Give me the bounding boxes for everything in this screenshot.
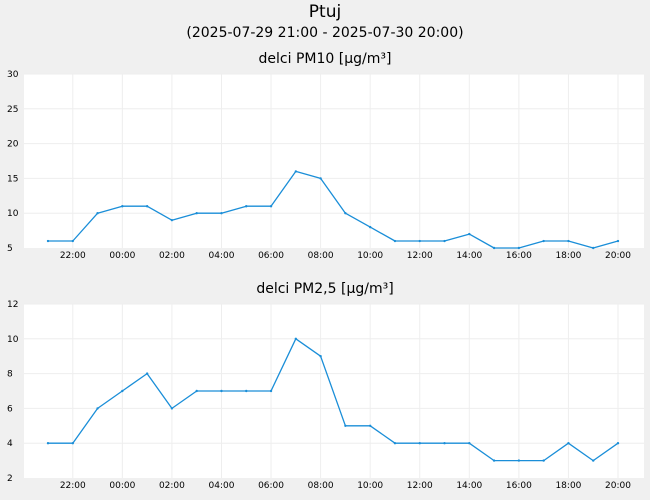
pm25-x-tick-label: 16:00: [506, 481, 532, 491]
pm25-data-point: [418, 442, 421, 445]
pm25-x-tick-label: 14:00: [456, 481, 482, 491]
pm25-data-point: [393, 442, 397, 445]
pm10-data-point: [46, 239, 50, 243]
pm10-data-point: [542, 239, 545, 243]
pm25-x-tick-label: 12:00: [407, 481, 433, 491]
pm10-chart-title: delci PM10 [µg/m³]: [258, 51, 392, 67]
pm25-data-point: [96, 407, 99, 410]
pm25-y-tick-label: 6: [7, 404, 13, 414]
pm25-data-point: [344, 424, 347, 427]
pm25-y-tick-label: 2: [7, 474, 13, 484]
pm10-x-tick-label: 18:00: [555, 251, 581, 261]
pm25-data-point: [443, 442, 446, 445]
pm25-data-point: [145, 372, 149, 375]
pm10-data-point: [145, 205, 149, 208]
pm10-x-tick-label: 10:00: [357, 251, 383, 261]
pm10-y-tick-label: 10: [7, 209, 19, 219]
pm10-y-tick-label: 30: [7, 70, 19, 80]
pm10-data-point: [492, 246, 496, 250]
pm10-data-point: [443, 239, 446, 243]
pm25-data-point: [517, 459, 521, 462]
pm25-x-tick-label: 22:00: [60, 481, 86, 491]
pm25-x-tick-label: 20:00: [605, 481, 631, 491]
pm25-data-point: [71, 442, 74, 445]
pm10-data-point: [96, 212, 99, 215]
pm10-data-point: [294, 170, 298, 173]
pm10-data-point: [71, 239, 74, 243]
pm10-data-point: [195, 212, 198, 215]
date-range-subtitle: (2025-07-29 21:00 - 2025-07-30 20:00): [186, 25, 464, 41]
pm10-data-point: [368, 225, 372, 229]
pm10-x-tick-label: 06:00: [258, 251, 284, 261]
pm25-data-point: [269, 389, 273, 393]
pm25-data-point: [542, 459, 545, 462]
pm25-y-tick-label: 8: [7, 370, 13, 380]
pm10-data-point: [170, 218, 174, 222]
pm10-data-point: [245, 205, 248, 208]
pm25-y-tick-label: 10: [7, 335, 19, 345]
pm25-data-point: [592, 459, 595, 462]
pm10-x-tick-label: 04:00: [209, 251, 235, 261]
pm10-x-tick-label: 16:00: [506, 251, 532, 261]
pm25-series-line: [48, 338, 619, 462]
pm25-data-point: [170, 407, 174, 410]
pm10-plot-area: [24, 74, 644, 248]
pm10-x-tick-label: 02:00: [159, 251, 185, 261]
pm10-x-tick-label: 22:00: [60, 251, 86, 261]
pm25-data-point: [195, 389, 198, 393]
pm10-data-point: [567, 239, 570, 243]
pm25-data-point: [468, 442, 471, 445]
pm25-y-tick-label: 12: [7, 300, 18, 310]
pm10-data-point: [616, 239, 620, 243]
pm10-data-point: [121, 205, 124, 208]
page-title: Ptuj: [308, 2, 342, 22]
pm25-y-tick-label: 4: [7, 439, 13, 449]
pm10-data-point: [344, 212, 347, 215]
pm25-x-tick-label: 18:00: [555, 481, 581, 491]
pm25-x-tick-label: 04:00: [209, 481, 235, 491]
pm10-x-tick-label: 14:00: [456, 251, 482, 261]
pm25-data-point: [245, 389, 248, 393]
pm25-x-tick-label: 10:00: [357, 481, 383, 491]
pm10-data-point: [592, 246, 595, 250]
pm25-data-point: [220, 389, 223, 393]
pm25-data-point: [294, 337, 298, 340]
pm10-x-tick-label: 08:00: [308, 251, 334, 261]
pm10-data-point: [468, 232, 471, 236]
pm25-x-tick-label: 02:00: [159, 481, 185, 491]
pm10-data-point: [269, 205, 273, 208]
pm25-data-point: [46, 442, 50, 445]
pm25-x-tick-label: 00:00: [109, 481, 135, 491]
pm25-chart-title: delci PM2,5 [µg/m³]: [256, 281, 394, 297]
pm25-data-point: [492, 459, 496, 462]
pm25-data-point: [319, 355, 322, 358]
pm10-data-point: [220, 212, 223, 215]
pm10-x-tick-label: 20:00: [605, 251, 631, 261]
pm25-plot-area: [24, 304, 644, 478]
pm10-data-point: [393, 239, 397, 243]
pm10-chart: 5 10 15 20 25 30 22:00 00:00 02:00 04:00 06:00 08:0…: [7, 70, 644, 261]
pm25-x-tick-label: 08:00: [308, 481, 334, 491]
pm10-y-tick-label: 25: [7, 105, 18, 115]
pm10-data-point: [418, 239, 421, 243]
pm10-y-tick-label: 20: [7, 140, 19, 150]
pm25-data-point: [567, 442, 570, 445]
pm25-data-point: [121, 389, 124, 393]
pm25-chart: 2 4 6 8 10 12 22:00 00:00 02:00 04:00 06:00 08:00 10…: [7, 300, 644, 491]
pm10-data-point: [319, 177, 322, 180]
pm10-y-tick-label: 15: [7, 174, 18, 184]
pm25-x-tick-label: 06:00: [258, 481, 284, 491]
pm25-data-point: [616, 442, 620, 445]
pm10-x-tick-label: 12:00: [407, 251, 433, 261]
pm10-data-point: [517, 246, 521, 250]
pm10-x-tick-label: 00:00: [109, 251, 135, 261]
pm25-data-point: [368, 424, 372, 427]
pm10-series-line: [48, 170, 619, 249]
pm10-y-tick-label: 5: [7, 244, 13, 254]
